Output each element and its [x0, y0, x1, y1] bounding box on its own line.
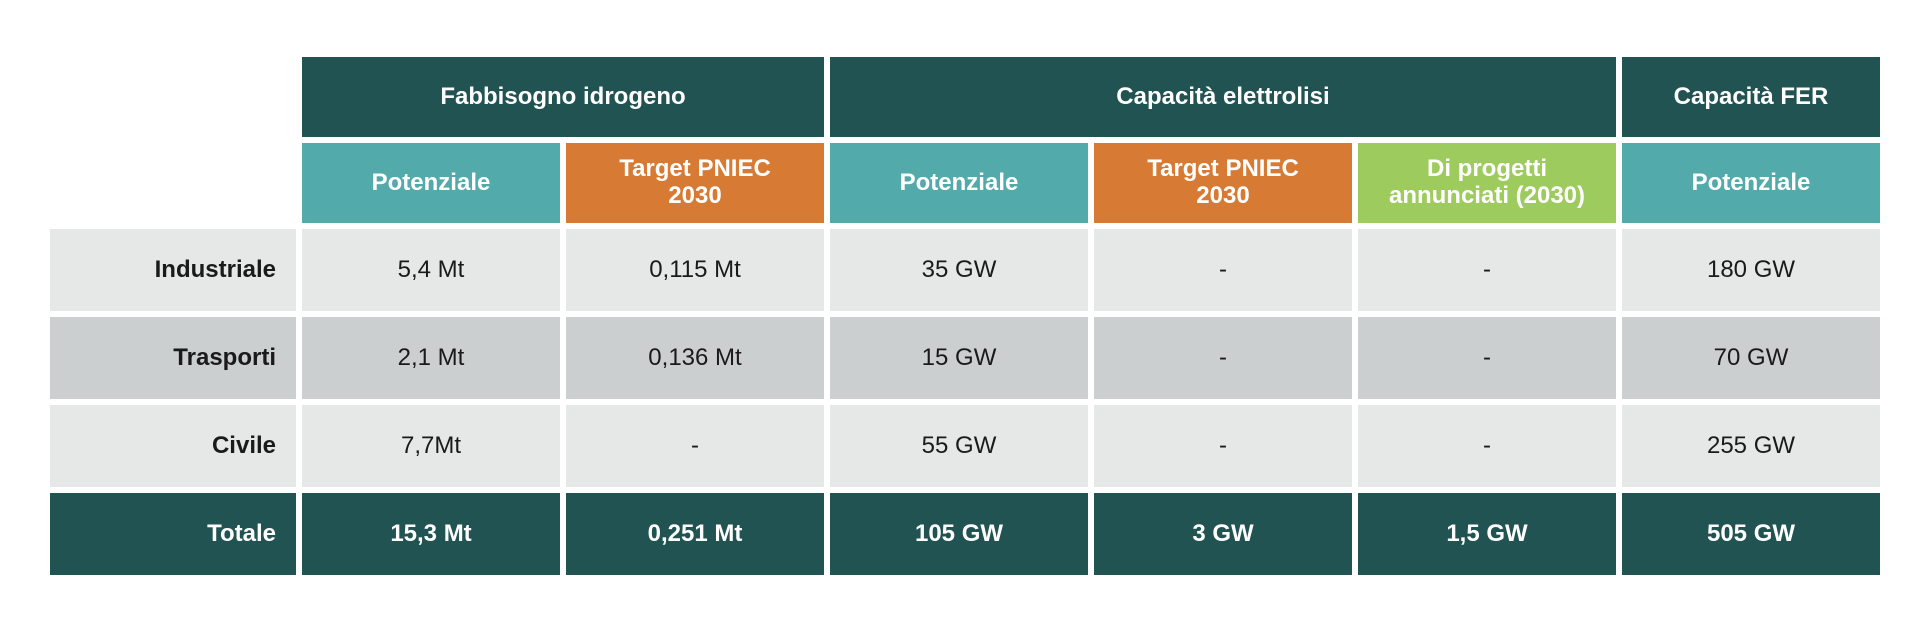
total-cell: 1,5 GW	[1358, 493, 1616, 575]
group-header-capacita-elettrolisi: Capacità elettrolisi	[830, 57, 1616, 137]
row-label-trasporti: Trasporti	[50, 317, 296, 399]
table-cell: 35 GW	[830, 229, 1088, 311]
table-cell: 5,4 Mt	[302, 229, 560, 311]
row-label-totale: Totale	[50, 493, 296, 575]
corner-blank	[50, 57, 296, 137]
total-cell: 3 GW	[1094, 493, 1352, 575]
table-cell: -	[1358, 229, 1616, 311]
table-cell: -	[1358, 405, 1616, 487]
table-cell: 0,115 Mt	[566, 229, 824, 311]
subheader-ele-progetti: Di progetti annunciati (2030)	[1358, 143, 1616, 223]
subheader-ele-potenziale: Potenziale	[830, 143, 1088, 223]
total-cell: 505 GW	[1622, 493, 1880, 575]
table-cell: 255 GW	[1622, 405, 1880, 487]
row-label-civile: Civile	[50, 405, 296, 487]
group-header-fabbisogno: Fabbisogno idrogeno	[302, 57, 824, 137]
subheader-ele-target: Target PNIEC 2030	[1094, 143, 1352, 223]
subheader-fab-potenziale: Potenziale	[302, 143, 560, 223]
table-cell: 55 GW	[830, 405, 1088, 487]
table-cell: 0,136 Mt	[566, 317, 824, 399]
total-cell: 0,251 Mt	[566, 493, 824, 575]
table-cell: 70 GW	[1622, 317, 1880, 399]
subheader-fer-potenziale: Potenziale	[1622, 143, 1880, 223]
table-cell: 15 GW	[830, 317, 1088, 399]
table-cell: -	[1358, 317, 1616, 399]
row-label-industriale: Industriale	[50, 229, 296, 311]
table-cell: 2,1 Mt	[302, 317, 560, 399]
table-cell: 180 GW	[1622, 229, 1880, 311]
table-cell: 7,7Mt	[302, 405, 560, 487]
subheader-fab-target: Target PNIEC 2030	[566, 143, 824, 223]
total-cell: 15,3 Mt	[302, 493, 560, 575]
hydrogen-data-table: Fabbisogno idrogeno Capacità elettrolisi…	[50, 57, 1880, 575]
table-cell: -	[1094, 405, 1352, 487]
group-header-capacita-fer: Capacità FER	[1622, 57, 1880, 137]
total-cell: 105 GW	[830, 493, 1088, 575]
table-cell: -	[566, 405, 824, 487]
table-cell: -	[1094, 317, 1352, 399]
table-cell: -	[1094, 229, 1352, 311]
subheader-blank	[50, 143, 296, 223]
